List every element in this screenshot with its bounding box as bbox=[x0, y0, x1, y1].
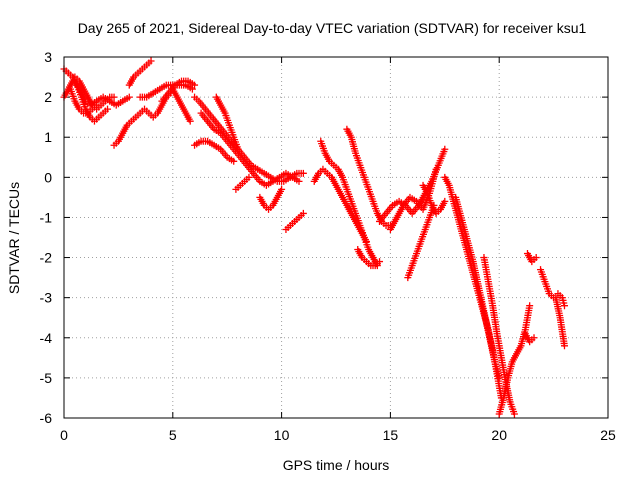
series-arc-13 bbox=[212, 93, 242, 153]
data-point bbox=[186, 117, 194, 125]
data-point bbox=[560, 302, 568, 310]
series-arc-22 bbox=[386, 165, 440, 233]
series-arc-15 bbox=[256, 185, 286, 213]
series-arc-32 bbox=[552, 294, 568, 350]
y-tick-label: 2 bbox=[44, 89, 52, 105]
y-axis-label: SDTVAR / TECUs bbox=[6, 182, 22, 294]
series-arc-04 bbox=[71, 73, 118, 113]
series-arc-11 bbox=[197, 109, 303, 189]
x-tick-label: 25 bbox=[600, 427, 616, 443]
data-point bbox=[110, 93, 118, 101]
y-tick-label: 1 bbox=[44, 129, 52, 145]
series-arc-29 bbox=[523, 250, 540, 266]
y-tick-label: -2 bbox=[40, 250, 53, 266]
y-tick-label: 3 bbox=[44, 49, 52, 65]
chart-title: Day 265 of 2021, Sidereal Day-to-day VTE… bbox=[78, 20, 587, 36]
series-arc-28 bbox=[495, 302, 534, 418]
data-point bbox=[441, 145, 449, 153]
series-arc-24 bbox=[419, 181, 449, 217]
x-tick-label: 20 bbox=[491, 427, 507, 443]
series-arc-18 bbox=[317, 137, 381, 270]
series-arc-09 bbox=[169, 85, 194, 125]
data-point bbox=[230, 157, 238, 165]
data-point bbox=[147, 57, 155, 65]
data-point bbox=[526, 302, 534, 310]
series-arc-14 bbox=[232, 173, 253, 193]
y-tick-label: -6 bbox=[40, 410, 53, 426]
y-tick-label: -1 bbox=[40, 209, 53, 225]
y-tick-label: -4 bbox=[40, 330, 53, 346]
series-arc-33 bbox=[554, 290, 568, 310]
data-point bbox=[441, 197, 449, 205]
data-point bbox=[278, 185, 286, 193]
data-point bbox=[376, 258, 384, 266]
x-tick-label: 15 bbox=[383, 427, 399, 443]
x-tick-label: 5 bbox=[169, 427, 177, 443]
data-point bbox=[191, 81, 199, 89]
x-tick-label: 0 bbox=[60, 427, 68, 443]
series-arc-16 bbox=[282, 209, 307, 233]
y-tick-label: 0 bbox=[44, 169, 52, 185]
data-point bbox=[495, 374, 503, 382]
series-arc-12 bbox=[191, 137, 238, 165]
data-point bbox=[432, 165, 440, 173]
data-point bbox=[104, 105, 112, 113]
series-arc-26 bbox=[452, 193, 503, 382]
x-tick-label: 10 bbox=[274, 427, 290, 443]
x-axis-label: GPS time / hours bbox=[283, 457, 390, 473]
series-arc-06 bbox=[125, 57, 155, 89]
data-point bbox=[125, 93, 133, 101]
series-arc-17 bbox=[310, 165, 370, 246]
series-arc-30 bbox=[521, 330, 538, 346]
series-arc-20 bbox=[354, 246, 384, 270]
series-arc-31 bbox=[537, 266, 558, 302]
data-points bbox=[60, 57, 568, 418]
data-point bbox=[234, 145, 242, 153]
data-point bbox=[510, 410, 518, 418]
data-point bbox=[532, 254, 540, 262]
data-point bbox=[530, 334, 538, 342]
data-point bbox=[299, 169, 307, 177]
y-tick-label: -3 bbox=[40, 290, 53, 306]
data-point bbox=[299, 209, 307, 217]
grid bbox=[64, 57, 608, 418]
data-point bbox=[245, 173, 253, 181]
data-point bbox=[295, 177, 303, 185]
plot-frame bbox=[63, 56, 609, 419]
data-point bbox=[560, 342, 568, 350]
y-tick-label: -5 bbox=[40, 370, 53, 386]
